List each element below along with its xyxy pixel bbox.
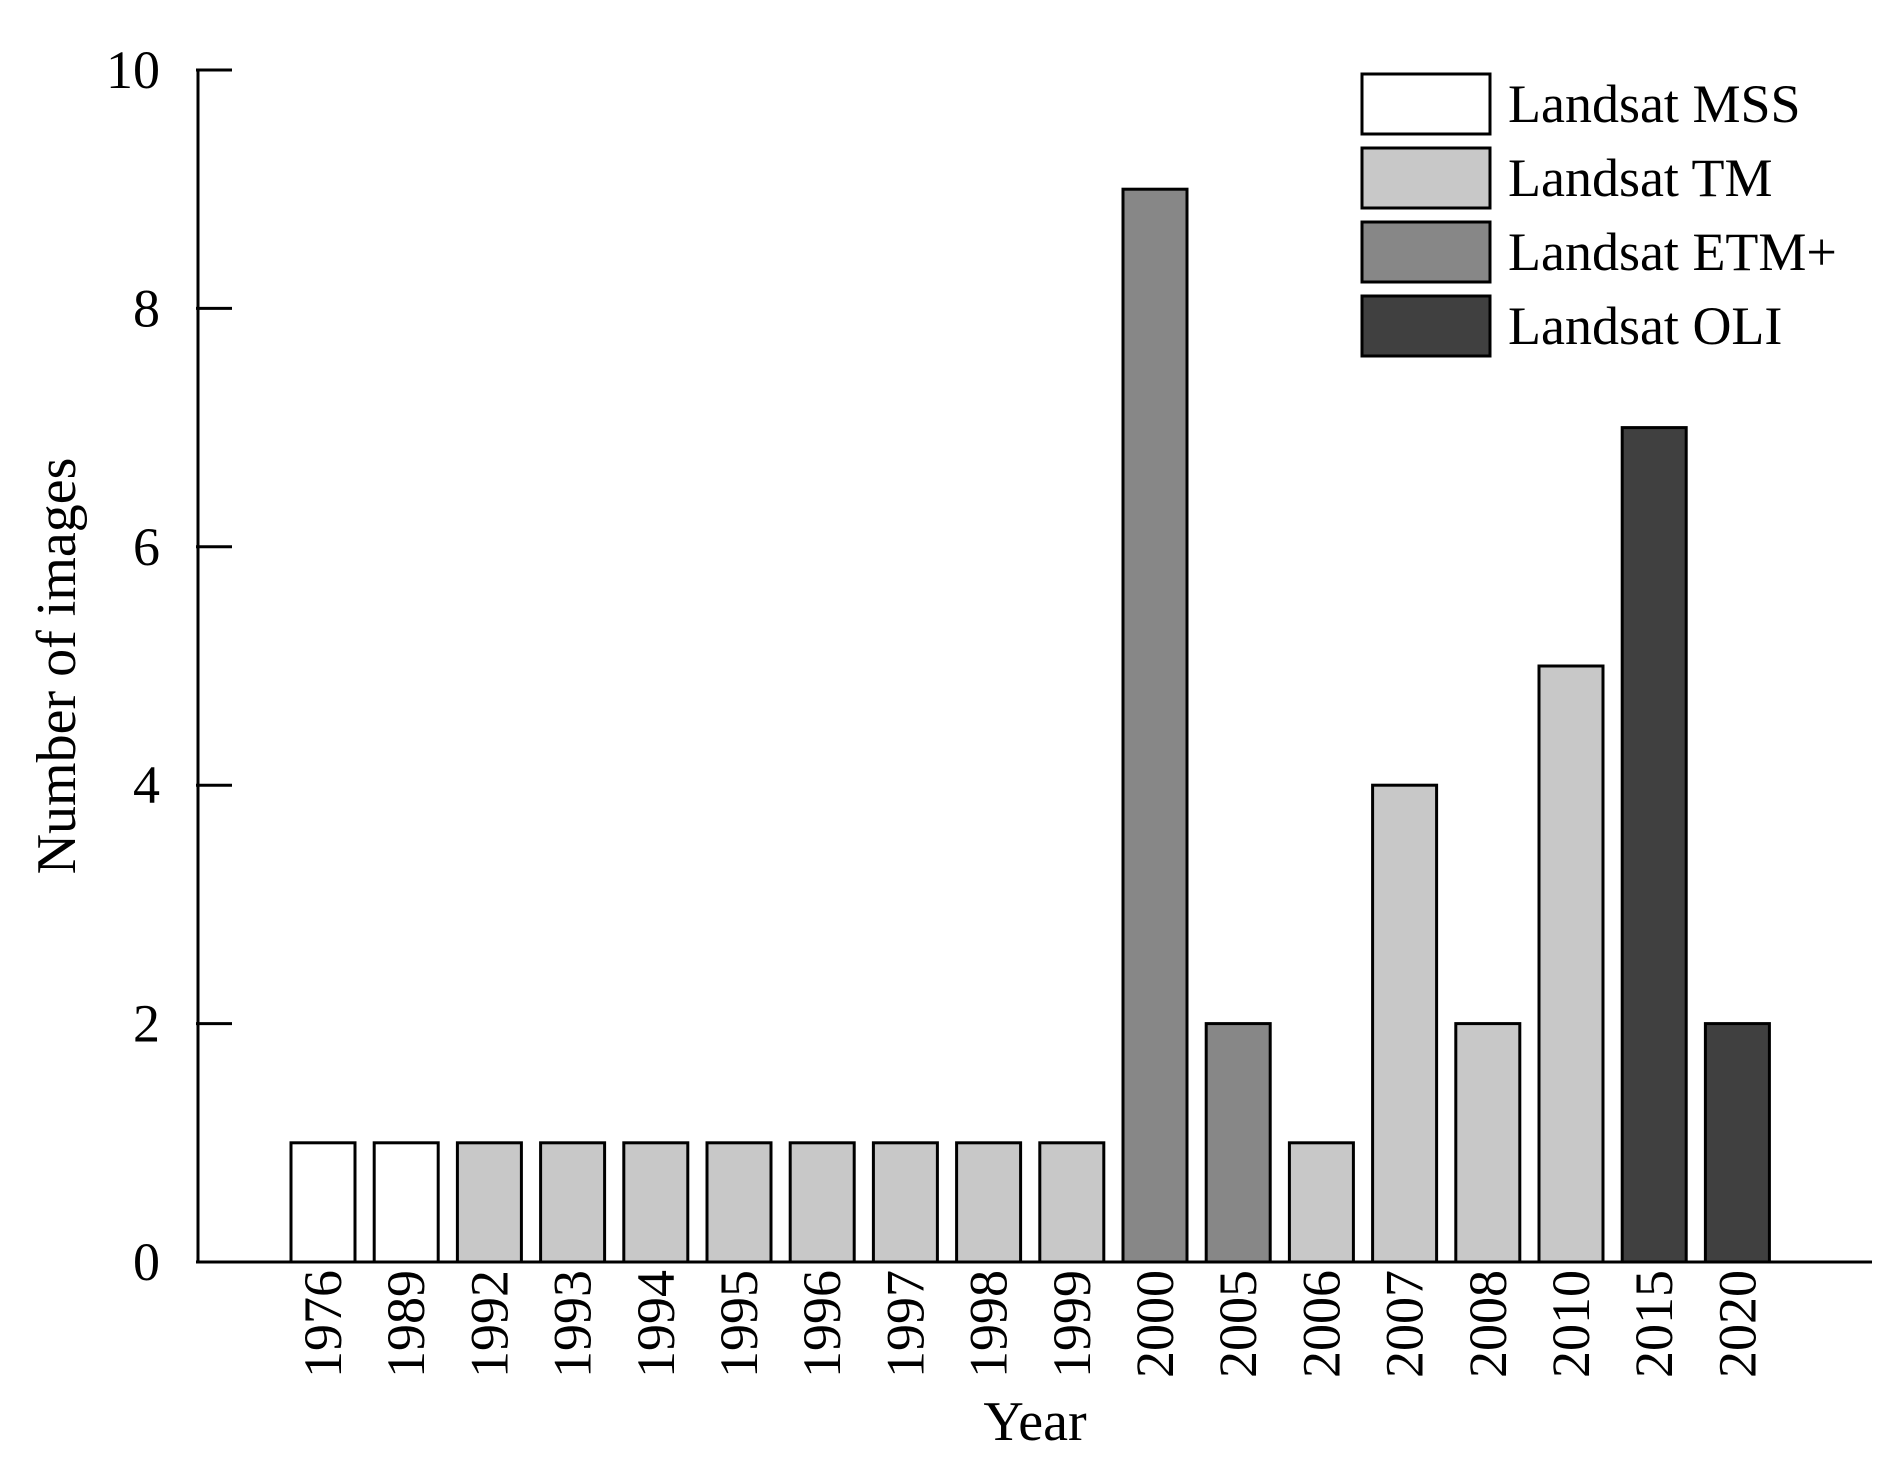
bar-2010 (1537, 664, 1605, 1264)
bar-2006 (1287, 1141, 1355, 1264)
y-tick-label: 8 (133, 278, 160, 338)
bars (289, 187, 1771, 1264)
x-tick-label: 1994 (626, 1270, 686, 1378)
x-tick-label: 1995 (709, 1270, 769, 1378)
x-tick-label: 1992 (459, 1270, 519, 1378)
bar-2020 (1703, 1022, 1771, 1264)
x-tick-label: 2000 (1125, 1270, 1185, 1378)
x-tick-label: 2006 (1291, 1270, 1351, 1378)
x-tick-label: 1999 (1042, 1270, 1102, 1378)
x-tick-label: 1998 (959, 1270, 1019, 1378)
x-tick-label: 1996 (792, 1270, 852, 1378)
bar-1992 (455, 1141, 523, 1264)
y-tick-label: 0 (133, 1232, 160, 1292)
legend-swatch (1360, 146, 1492, 210)
legend-label: Landsat OLI (1508, 296, 1782, 356)
x-tick-label: 2005 (1208, 1270, 1268, 1378)
y-tick-label: 4 (133, 755, 160, 815)
x-tick-label: 2007 (1375, 1270, 1435, 1378)
x-tick-label: 1976 (293, 1270, 353, 1378)
legend-swatch (1360, 220, 1492, 284)
bar-2015 (1620, 426, 1688, 1264)
y-tick-label: 2 (133, 994, 160, 1054)
legend-swatch (1360, 294, 1492, 358)
y-tick-label: 10 (106, 40, 160, 100)
legend-label: Landsat ETM+ (1508, 222, 1837, 282)
y-tick-label: 6 (133, 517, 160, 577)
x-tick-label: 2020 (1707, 1270, 1767, 1378)
bar-1993 (539, 1141, 607, 1264)
y-ticks: 0 2 4 6 8 10 (106, 40, 232, 1292)
bar-2005 (1204, 1022, 1272, 1264)
legend: Landsat MSS Landsat TM Landsat ETM+ Landsat… (1360, 72, 1837, 358)
bar-1998 (955, 1141, 1023, 1264)
x-tick-label: 1997 (875, 1270, 935, 1378)
x-tick-label: 1989 (376, 1270, 436, 1378)
bar-1994 (622, 1141, 690, 1264)
bar-2000 (1121, 187, 1189, 1264)
x-tick-label: 2010 (1541, 1270, 1601, 1378)
axes (196, 70, 1872, 1264)
y-axis-title: Number of images (26, 458, 88, 875)
bar-1999 (1038, 1141, 1106, 1264)
bar-1989 (372, 1141, 440, 1264)
bar-2008 (1454, 1022, 1522, 1264)
x-tick-label: 2008 (1458, 1270, 1518, 1378)
x-axis-title: Year (983, 1391, 1087, 1453)
bar-2007 (1371, 783, 1439, 1264)
legend-label: Landsat TM (1508, 148, 1772, 208)
legend-label: Landsat MSS (1508, 74, 1801, 134)
bar-1997 (871, 1141, 939, 1264)
bar-1996 (788, 1141, 856, 1264)
x-tick-label: 2015 (1624, 1270, 1684, 1378)
x-tick-label: 1993 (543, 1270, 603, 1378)
x-ticks: 1976 1989 1992 1993 1994 1995 1996 1997 1998 1999… (293, 1270, 1767, 1378)
bar-1995 (705, 1141, 773, 1264)
bar-1976 (289, 1141, 357, 1264)
legend-swatch (1360, 72, 1492, 136)
